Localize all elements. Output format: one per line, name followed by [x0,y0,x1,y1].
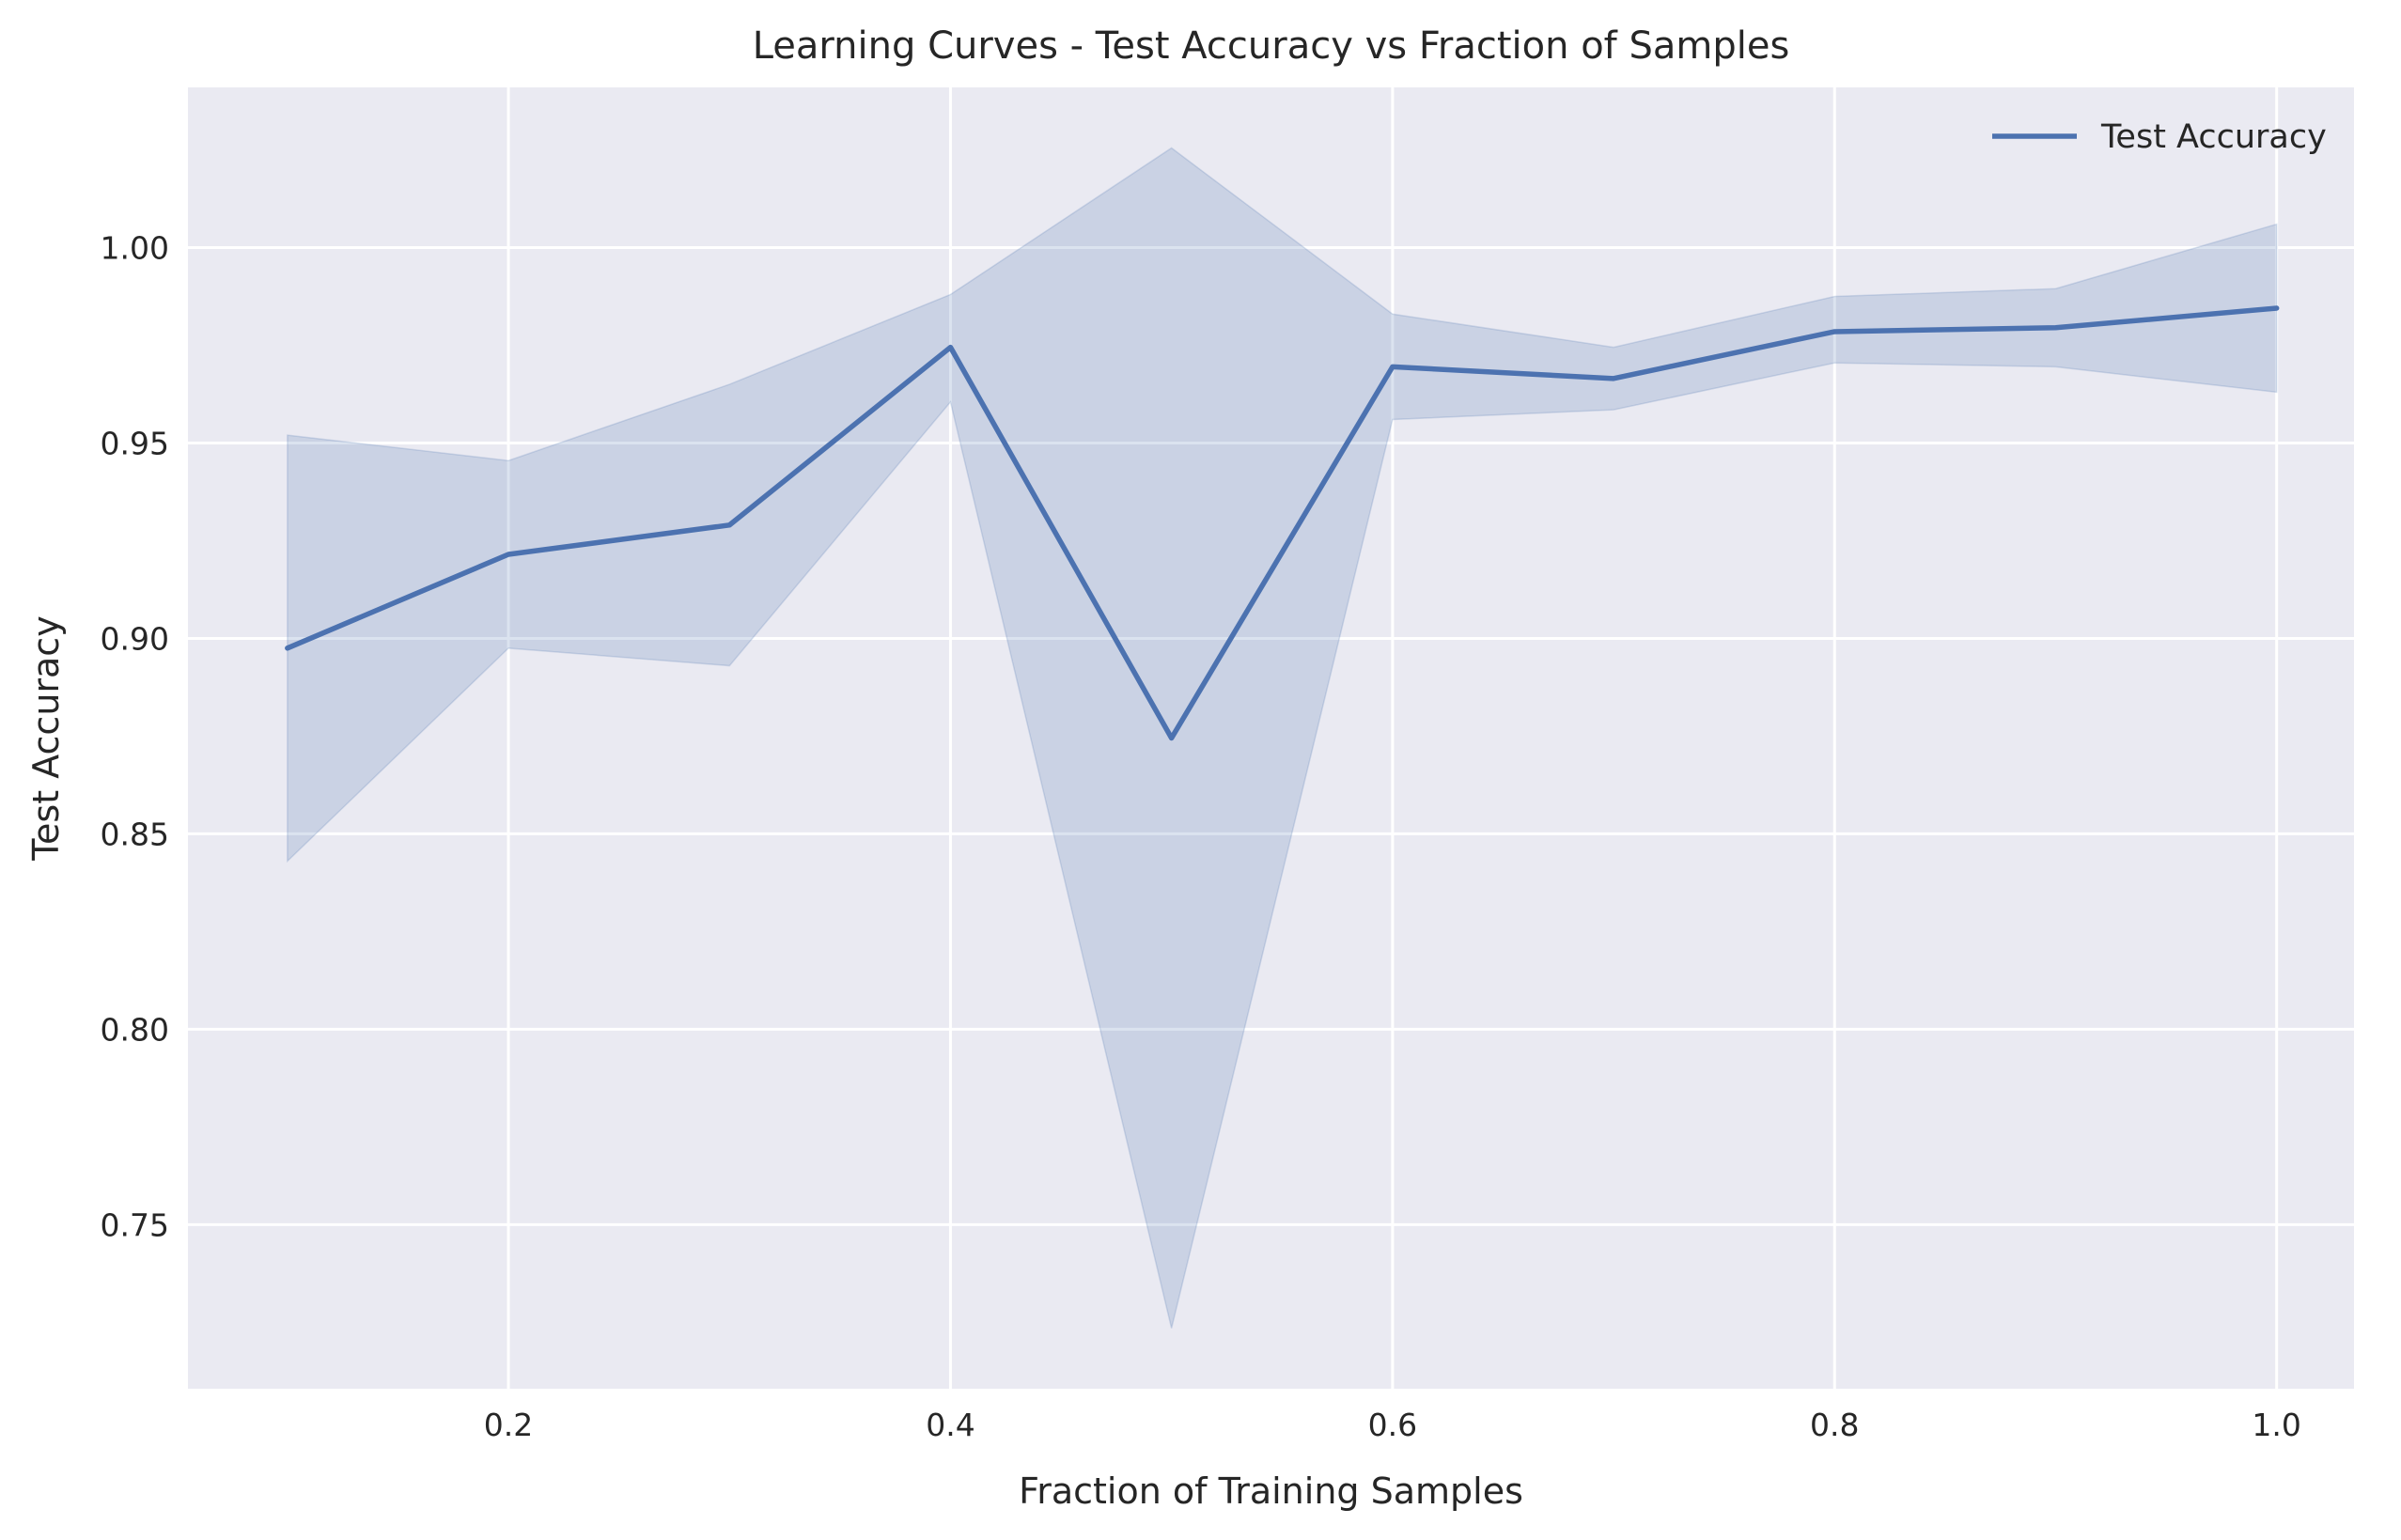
y-tick-labels: 0.75 0.80 0.85 0.90 0.95 1.00 [101,230,169,1244]
y-tick-label: 0.95 [101,425,169,461]
y-tick-label: 1.00 [101,230,169,267]
plot-background [188,87,2354,1389]
y-tick-label: 0.85 [101,816,169,852]
grid-lines [188,87,2354,1389]
y-tick-label: 0.75 [101,1206,169,1243]
x-tick-label: 0.6 [1368,1407,1417,1443]
x-tick-label: 0.8 [1810,1407,1859,1443]
x-tick-labels: 0.2 0.4 0.6 0.8 1.0 [484,1407,2301,1443]
x-tick-label: 0.4 [926,1407,974,1443]
y-tick-label: 0.80 [101,1011,169,1048]
legend-label-test-accuracy: Test Accuracy [2100,118,2327,156]
series-line-0 [285,305,2280,741]
series-lines [285,305,2280,741]
x-axis-label: Fraction of Training Samples [1019,1470,1523,1512]
chart-title: Learning Curves - Test Accuracy vs Fract… [753,24,1790,68]
x-tick-label: 1.0 [2252,1407,2300,1443]
confidence-bands [287,147,2278,1329]
legend: Test Accuracy [1992,118,2327,156]
confidence-band-0 [287,147,2278,1329]
y-axis-label: Test Accuracy [25,615,67,861]
y-tick-label: 0.90 [101,620,169,657]
x-tick-label: 0.2 [484,1407,533,1443]
